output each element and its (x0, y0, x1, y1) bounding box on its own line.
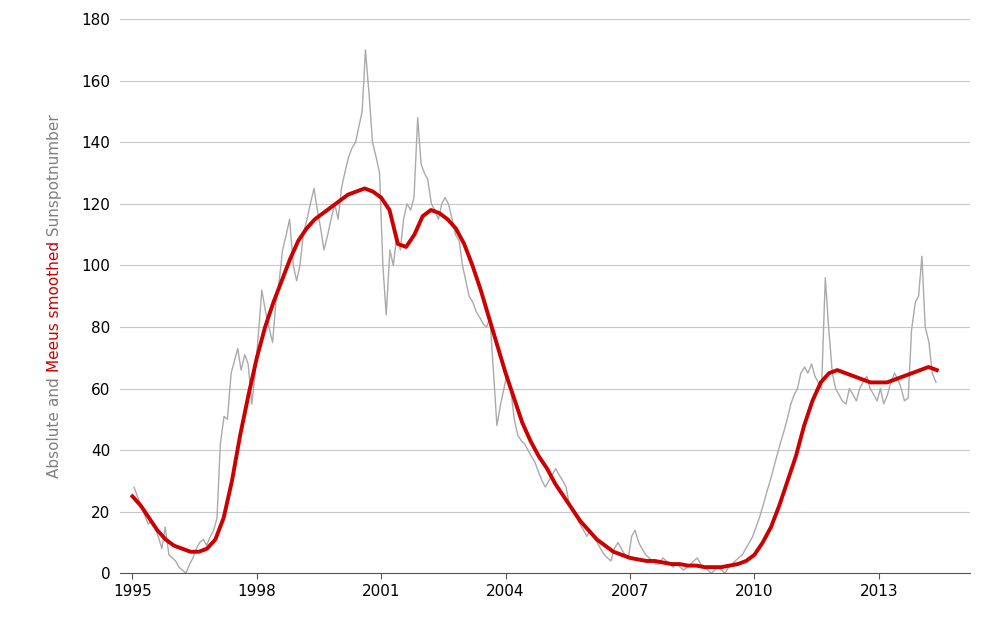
Text: Sunspotnumber: Sunspotnumber (47, 115, 62, 241)
Text: Meeus smoothed: Meeus smoothed (47, 241, 62, 373)
Text: Absolute: Absolute (47, 406, 62, 478)
Text: and: and (47, 373, 62, 406)
